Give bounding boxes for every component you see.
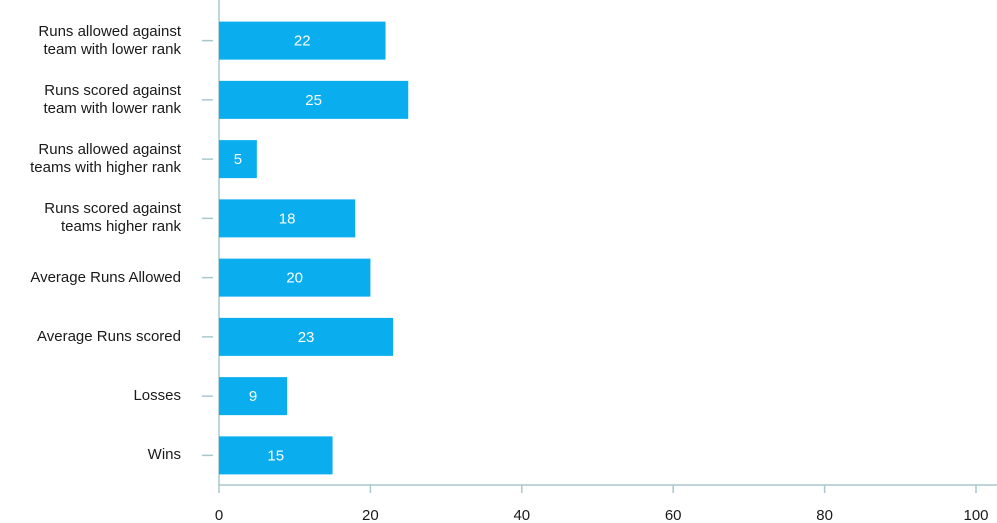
bar-label: 15 <box>267 447 284 464</box>
bar <box>219 377 288 416</box>
category-label: Runs allowed against team with lower ran… <box>38 22 181 58</box>
bar-label: 22 <box>294 33 311 50</box>
bar <box>219 317 394 356</box>
x-tick-label: 40 <box>513 507 530 523</box>
bar-label: 9 <box>249 388 257 405</box>
bar-label: 18 <box>279 210 296 227</box>
category-label: Wins <box>147 446 181 464</box>
category-label: Losses <box>133 387 181 405</box>
bar <box>219 140 257 179</box>
bar <box>219 21 386 60</box>
category-label: Average Runs Allowed <box>30 268 181 286</box>
bar-label: 5 <box>234 151 242 168</box>
bar <box>219 258 371 297</box>
x-tick-label: 0 <box>215 507 223 523</box>
x-tick-label: 100 <box>963 507 988 523</box>
category-label: Runs scored against teams higher rank <box>44 200 181 236</box>
bar-label: 20 <box>286 270 303 287</box>
bar-label: 23 <box>298 329 315 346</box>
bar <box>219 199 356 238</box>
bar <box>219 436 333 475</box>
x-tick-label: 60 <box>665 507 682 523</box>
category-label: Runs allowed against teams with higher r… <box>30 141 181 177</box>
category-label: Average Runs scored <box>37 327 181 345</box>
bar <box>219 80 409 119</box>
x-tick-label: 20 <box>362 507 379 523</box>
category-label: Runs scored against team with lower rank <box>43 81 181 117</box>
x-tick-label: 80 <box>816 507 833 523</box>
bar-label: 25 <box>305 92 322 109</box>
